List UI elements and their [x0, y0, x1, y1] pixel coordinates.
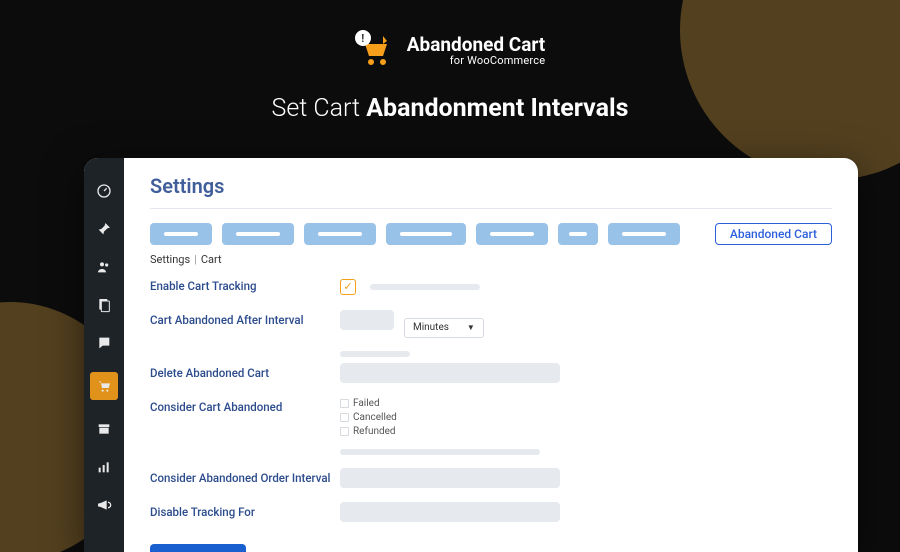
help-text-placeholder	[340, 351, 410, 357]
checkbox-enable-tracking[interactable]: ✓	[340, 279, 356, 295]
sidebar-item-pin[interactable]	[95, 220, 113, 238]
label-enable-tracking: Enable Cart Tracking	[150, 276, 340, 293]
brand: ! Abandoned Cart for WooCommerce	[0, 30, 900, 72]
option-cancelled[interactable]: Cancelled	[340, 411, 832, 425]
headline-bold: Abandonment Intervals	[366, 94, 628, 123]
tab-label: Abandoned Cart	[730, 227, 817, 241]
input-order-interval[interactable]	[340, 468, 560, 488]
select-value: Minutes	[413, 322, 449, 333]
sidebar-item-dashboard[interactable]	[95, 182, 113, 200]
breadcrumb: Settings|Cart	[150, 253, 832, 266]
brand-logo: !	[355, 30, 397, 72]
label-consider-abandoned: Consider Cart Abandoned	[150, 397, 340, 414]
help-text-placeholder	[340, 449, 540, 455]
content-area: Settings Abandoned Cart Settings|Cart En…	[124, 158, 858, 552]
headline: Set Cart Abandonment Intervals	[0, 94, 900, 123]
chevron-down-icon: ▼	[467, 323, 475, 332]
bg-blob-top-right	[680, 0, 900, 180]
sidebar-item-pages[interactable]	[95, 296, 113, 314]
tab-placeholder[interactable]	[386, 223, 466, 245]
brand-title: Abandoned Cart	[407, 35, 545, 55]
input-delete-cart[interactable]	[340, 363, 560, 383]
tab-placeholder[interactable]	[222, 223, 294, 245]
tab-placeholder[interactable]	[476, 223, 548, 245]
sidebar-item-archive[interactable]	[95, 420, 113, 438]
sidebar-item-comments[interactable]	[95, 334, 113, 352]
label-order-interval: Consider Abandoned Order Interval	[150, 468, 340, 485]
admin-sidebar	[84, 158, 124, 552]
label-after-interval: Cart Abandoned After Interval	[150, 310, 340, 327]
tab-placeholder[interactable]	[608, 223, 680, 245]
sidebar-item-cart[interactable]	[90, 372, 118, 400]
tab-abandoned-cart[interactable]: Abandoned Cart	[715, 223, 832, 245]
headline-light: Set Cart	[272, 94, 367, 123]
sidebar-item-stats[interactable]	[95, 458, 113, 476]
help-text-placeholder	[370, 284, 480, 290]
divider	[150, 208, 832, 209]
settings-tabs: Abandoned Cart	[150, 223, 832, 245]
sidebar-item-users[interactable]	[95, 258, 113, 276]
input-interval-value[interactable]	[340, 310, 394, 330]
app-window: Settings Abandoned Cart Settings|Cart En…	[84, 158, 858, 552]
save-button[interactable]: Save Changes	[150, 544, 246, 552]
option-failed[interactable]: Failed	[340, 397, 832, 411]
breadcrumb-root[interactable]: Settings	[150, 253, 190, 266]
tab-placeholder[interactable]	[558, 223, 598, 245]
sidebar-item-megaphone[interactable]	[95, 496, 113, 514]
label-delete-cart: Delete Abandoned Cart	[150, 363, 340, 380]
label-disable-tracking: Disable Tracking For	[150, 502, 340, 519]
tab-placeholder[interactable]	[150, 223, 212, 245]
option-refunded[interactable]: Refunded	[340, 425, 832, 439]
tab-placeholder[interactable]	[304, 223, 376, 245]
breadcrumb-leaf: Cart	[201, 253, 222, 266]
alert-badge-icon: !	[355, 30, 371, 46]
page-title: Settings	[150, 174, 832, 198]
select-interval-unit[interactable]: Minutes ▼	[404, 318, 484, 338]
input-disable-tracking[interactable]	[340, 502, 560, 522]
brand-subtitle: for WooCommerce	[407, 55, 545, 67]
